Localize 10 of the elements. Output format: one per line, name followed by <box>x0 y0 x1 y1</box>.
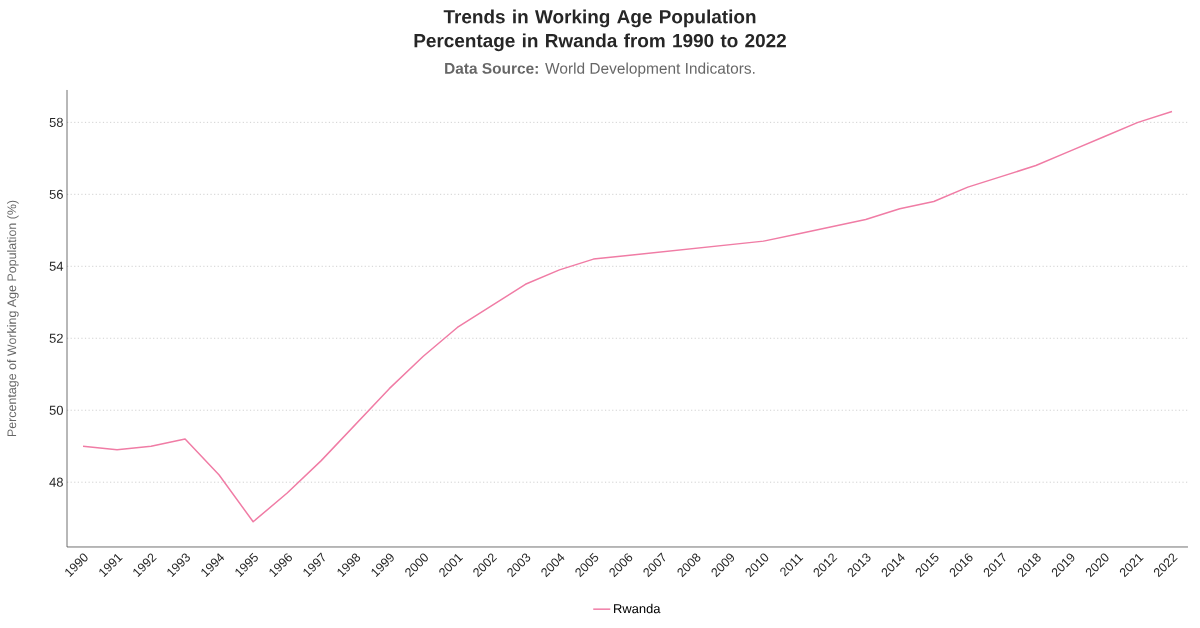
y-axis-title: Percentage of Working Age Population (%) <box>7 200 19 437</box>
y-tick-label: 58 <box>49 117 63 127</box>
chart-title: Trends in Working Age Population Percentage in Rwanda from 1990 to 2022 <box>414 9 786 52</box>
y-tick-label: 54 <box>49 261 64 271</box>
y-tick-label: 50 <box>49 405 63 415</box>
legend-label: Rwanda <box>614 603 661 614</box>
y-tick-label: 48 <box>49 477 63 487</box>
y-tick-label: 52 <box>49 333 63 343</box>
chart-subtitle: Data Source: World Development Indicators. <box>445 62 755 77</box>
y-tick-label: 56 <box>49 189 63 199</box>
